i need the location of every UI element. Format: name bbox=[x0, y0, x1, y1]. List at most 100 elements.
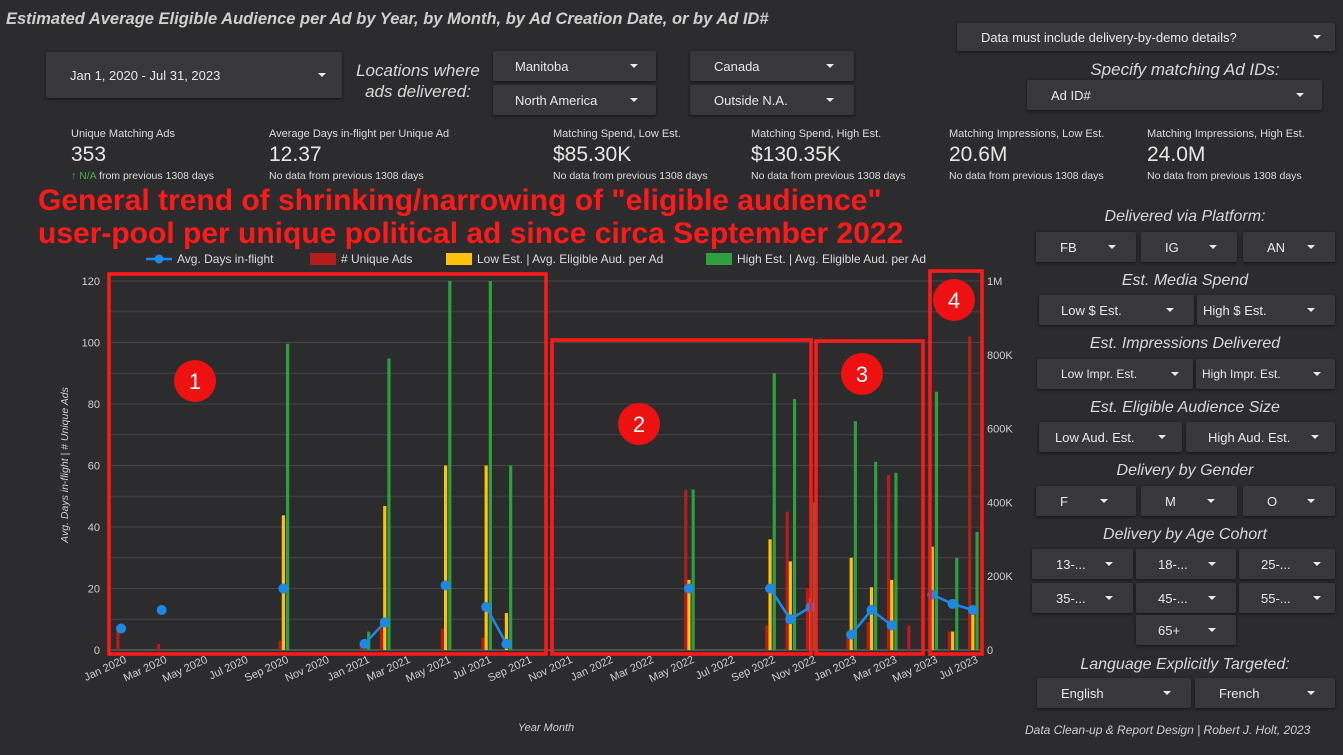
annotation-marker-label: 1 bbox=[189, 369, 201, 394]
language-label: French bbox=[1219, 685, 1260, 701]
annotation-marker bbox=[933, 279, 975, 321]
location-outside-na-dropdown[interactable]: Outside N.A. bbox=[690, 85, 854, 115]
language-french-dropdown[interactable]: French bbox=[1195, 678, 1335, 708]
annotation-line-1: General trend of shrinking/narrowing of … bbox=[38, 184, 882, 217]
chevron-down-icon bbox=[1163, 691, 1171, 695]
high-est-bar bbox=[874, 461, 878, 650]
spend-low-dropdown[interactable]: Low $ Est. bbox=[1039, 295, 1194, 325]
chevron-down-icon bbox=[1100, 499, 1108, 503]
y-axis-title: Avg. Days in-flight | # Unique Ads bbox=[59, 386, 71, 543]
age-65-dropdown[interactable]: 65+ bbox=[1136, 615, 1236, 645]
age-label: 45-... bbox=[1158, 590, 1188, 606]
gender-f-dropdown[interactable]: F bbox=[1036, 486, 1136, 516]
x-tick-label: Jan 2023 bbox=[812, 654, 858, 684]
avg-days-point bbox=[765, 583, 776, 594]
impressions-high-dropdown[interactable]: High Impr. Est. bbox=[1196, 359, 1335, 389]
y-tick-label: 20 bbox=[88, 584, 100, 596]
location-north-america-dropdown[interactable]: North America bbox=[493, 85, 656, 115]
x-tick-label: Sep 2021 bbox=[486, 654, 534, 685]
ad-ids-label: Specify matching Ad IDs: bbox=[1090, 60, 1280, 79]
kpi-label: Matching Impressions, Low Est. bbox=[949, 128, 1105, 140]
location-canada-dropdown[interactable]: Canada bbox=[690, 51, 854, 81]
x-tick-label: Jul 2023 bbox=[937, 654, 980, 682]
audience-low-dropdown[interactable]: Low Aud. Est. bbox=[1039, 422, 1182, 452]
chevron-down-icon bbox=[1208, 628, 1216, 632]
annotation-frame bbox=[107, 272, 548, 656]
annotation-marker-label: 3 bbox=[856, 362, 868, 387]
annotation-marker bbox=[841, 353, 883, 395]
demo-details-dropdown[interactable]: Data must include delivery-by-demo detai… bbox=[957, 23, 1335, 51]
x-axis-title: Year Month bbox=[518, 722, 574, 734]
unique-ads-bar bbox=[684, 490, 688, 650]
combo-chart: 0 20 40 60 80 100 120 0 200K 400K 600K 800K 1M Avg. D… bbox=[59, 252, 1013, 734]
age-35-dropdown[interactable]: 35-... bbox=[1032, 583, 1133, 613]
age-13-dropdown[interactable]: 13-... bbox=[1032, 549, 1133, 579]
unique-ads-bar bbox=[765, 625, 769, 650]
age-25-dropdown[interactable]: 25-... bbox=[1239, 549, 1335, 579]
unique-ads-bar bbox=[481, 637, 485, 650]
y2-tick-label: 600K bbox=[987, 424, 1013, 436]
ad-id-dropdown[interactable]: Ad ID# bbox=[1027, 80, 1322, 110]
kpi-sub: No data from previous 1308 days bbox=[553, 170, 708, 182]
gender-label: O bbox=[1267, 493, 1278, 509]
y2-tick-label: 400K bbox=[987, 497, 1013, 509]
kpi-badge: N/A bbox=[79, 170, 97, 182]
chevron-down-icon bbox=[1296, 93, 1304, 97]
date-range-picker[interactable]: Jan 1, 2020 - Jul 31, 2023 bbox=[46, 52, 342, 98]
unique-ads-bar bbox=[968, 336, 972, 650]
y2-tick-label: 800K bbox=[987, 350, 1013, 362]
legend-line-dot bbox=[154, 254, 164, 264]
age-title: Delivery by Age Cohort bbox=[1103, 526, 1267, 543]
low-est-bar bbox=[768, 539, 772, 650]
chevron-down-icon bbox=[318, 73, 326, 77]
legend-label: High Est. | Avg. Eligible Aud. per Ad bbox=[737, 252, 926, 266]
kpi-value: 353 bbox=[71, 143, 107, 166]
x-tick-label: Mar 2022 bbox=[608, 654, 655, 685]
language-english-dropdown[interactable]: English bbox=[1037, 678, 1191, 708]
kpi-sub: from previous 1308 days bbox=[96, 170, 215, 182]
annotation-line-2: user-pool per unique political ad since … bbox=[38, 217, 904, 250]
avg-days-point bbox=[156, 605, 167, 616]
chevron-down-icon bbox=[1313, 35, 1321, 39]
unique-ads-bar bbox=[907, 625, 911, 650]
age-55-dropdown[interactable]: 55-... bbox=[1239, 583, 1335, 613]
y-tick-label: 40 bbox=[88, 522, 100, 534]
avg-days-line bbox=[850, 609, 873, 636]
x-tick-label: May 2020 bbox=[161, 654, 210, 685]
ad-id-label: Ad ID# bbox=[1051, 87, 1091, 103]
y-tick-label: 120 bbox=[82, 276, 100, 288]
platform-ig-dropdown[interactable]: IG bbox=[1141, 232, 1237, 262]
x-tick-label: Nov 2022 bbox=[770, 654, 818, 685]
gender-m-dropdown[interactable]: M bbox=[1141, 486, 1237, 516]
chevron-down-icon bbox=[1209, 245, 1217, 249]
spend-high-dropdown[interactable]: High $ Est. bbox=[1197, 295, 1335, 325]
legend-label: # Unique Ads bbox=[341, 252, 412, 266]
platform-label: IG bbox=[1165, 239, 1179, 255]
age-label: 25-... bbox=[1261, 556, 1291, 572]
y-tick-label: 0 bbox=[94, 645, 100, 657]
platform-an-dropdown[interactable]: AN bbox=[1243, 232, 1335, 262]
audience-high-dropdown[interactable]: High Aud. Est. bbox=[1186, 422, 1335, 452]
chevron-down-icon bbox=[1307, 499, 1315, 503]
gender-o-dropdown[interactable]: O bbox=[1243, 486, 1335, 516]
avg-days-point bbox=[785, 614, 796, 625]
low-est-bar bbox=[950, 631, 955, 650]
annotation-marker-label: 2 bbox=[633, 412, 645, 437]
kpi-sub: No data from previous 1308 days bbox=[1147, 170, 1302, 182]
age-18-dropdown[interactable]: 18-... bbox=[1136, 549, 1236, 579]
low-est-bar bbox=[869, 587, 874, 650]
audience-label: Low Aud. Est. bbox=[1055, 429, 1135, 445]
age-45-dropdown[interactable]: 45-... bbox=[1136, 583, 1236, 613]
kpi-unique-ads: Unique Matching Ads 353 ↑ N/A from previ… bbox=[71, 128, 214, 182]
low-est-bar bbox=[484, 465, 488, 650]
platform-fb-dropdown[interactable]: FB bbox=[1036, 232, 1136, 262]
impressions-low-dropdown[interactable]: Low Impr. Est. bbox=[1037, 359, 1193, 389]
annotation-frame bbox=[928, 269, 984, 656]
high-est-bar bbox=[285, 343, 290, 650]
kpi-value: 24.0M bbox=[1147, 143, 1206, 166]
x-tick-label: Jul 2022 bbox=[694, 654, 737, 682]
avg-days-point bbox=[481, 601, 492, 612]
location-manitoba-dropdown[interactable]: Manitoba bbox=[493, 51, 656, 81]
unique-ads-bar bbox=[785, 511, 789, 650]
location-label: Manitoba bbox=[515, 58, 569, 74]
